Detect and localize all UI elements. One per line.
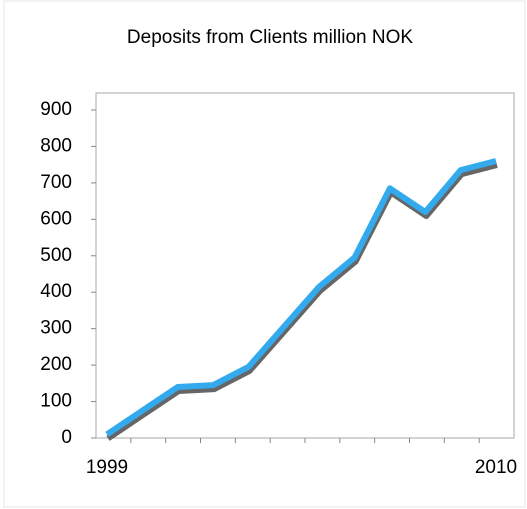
plot-area (95, 92, 515, 439)
y-tick-label: 200 (40, 354, 72, 375)
y-tick-label: 0 (61, 427, 72, 448)
y-tick-label: 900 (40, 99, 72, 120)
y-tick-label: 700 (40, 172, 72, 193)
y-tick-label: 400 (40, 281, 72, 302)
y-tick-label: 100 (40, 391, 72, 412)
series-line (105, 158, 497, 437)
x-tick-label: 1999 (86, 457, 128, 478)
y-tick-label: 500 (40, 245, 72, 266)
x-tick-label: 2010 (475, 457, 517, 478)
chart-title: Deposits from Clients million NOK (127, 27, 413, 48)
line-shadow (106, 162, 498, 441)
y-tick-label: 600 (40, 208, 72, 229)
y-tick-label: 800 (40, 135, 72, 156)
y-tick-label: 300 (40, 318, 72, 339)
